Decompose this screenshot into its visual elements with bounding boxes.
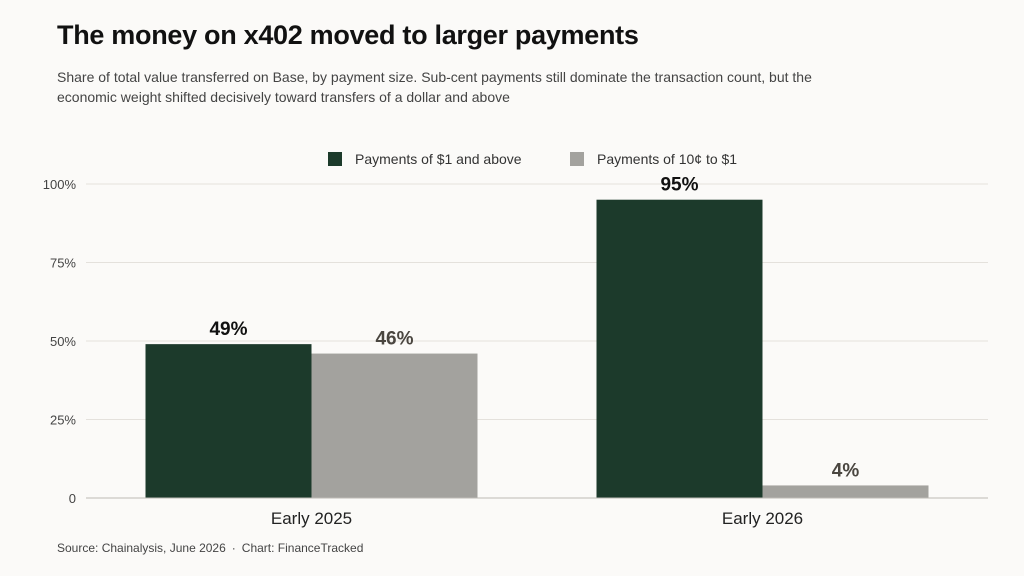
x-axis-labels: Early 2025 Early 2026: [271, 509, 803, 528]
y-tick-label: 100%: [43, 177, 77, 192]
bar: [762, 485, 929, 498]
legend-label: Payments of 10¢ to $1: [597, 151, 737, 167]
bar: [145, 344, 312, 498]
legend: Payments of $1 and above Payments of 10¢ …: [328, 151, 737, 167]
bars: [145, 199, 929, 498]
y-tick-label: 75%: [50, 256, 76, 271]
data-label: 49%: [209, 319, 247, 340]
chart-credit: Chart: FinanceTracked: [241, 541, 364, 555]
data-label: 95%: [660, 175, 698, 196]
y-tick-label: 50%: [50, 334, 76, 349]
y-tick-label: 0: [69, 491, 76, 506]
chart-title: The money on x402 moved to larger paymen…: [57, 20, 639, 50]
source-note: Source: Chainalysis, June 2026: [57, 541, 226, 555]
bar: [596, 199, 763, 498]
bar: [311, 353, 478, 498]
y-axis-ticks: 0 25% 50% 75% 100%: [43, 177, 77, 506]
chart-footer: Source: Chainalysis, June 2026 · Chart: Fi…: [57, 541, 363, 555]
value-labels: 49% 46% 95% 4%: [209, 175, 859, 482]
footer-separator: ·: [231, 541, 236, 555]
chart-subtitle: Share of total value transferred on Base…: [57, 69, 812, 105]
data-label: 4%: [832, 460, 860, 481]
y-tick-label: 25%: [50, 413, 76, 428]
x-tick-label: Early 2025: [271, 509, 352, 528]
data-label: 46%: [375, 329, 413, 350]
x-tick-label: Early 2026: [722, 509, 803, 528]
legend-swatch: [570, 152, 584, 166]
legend-label: Payments of $1 and above: [355, 151, 522, 167]
legend-swatch: [328, 152, 342, 166]
